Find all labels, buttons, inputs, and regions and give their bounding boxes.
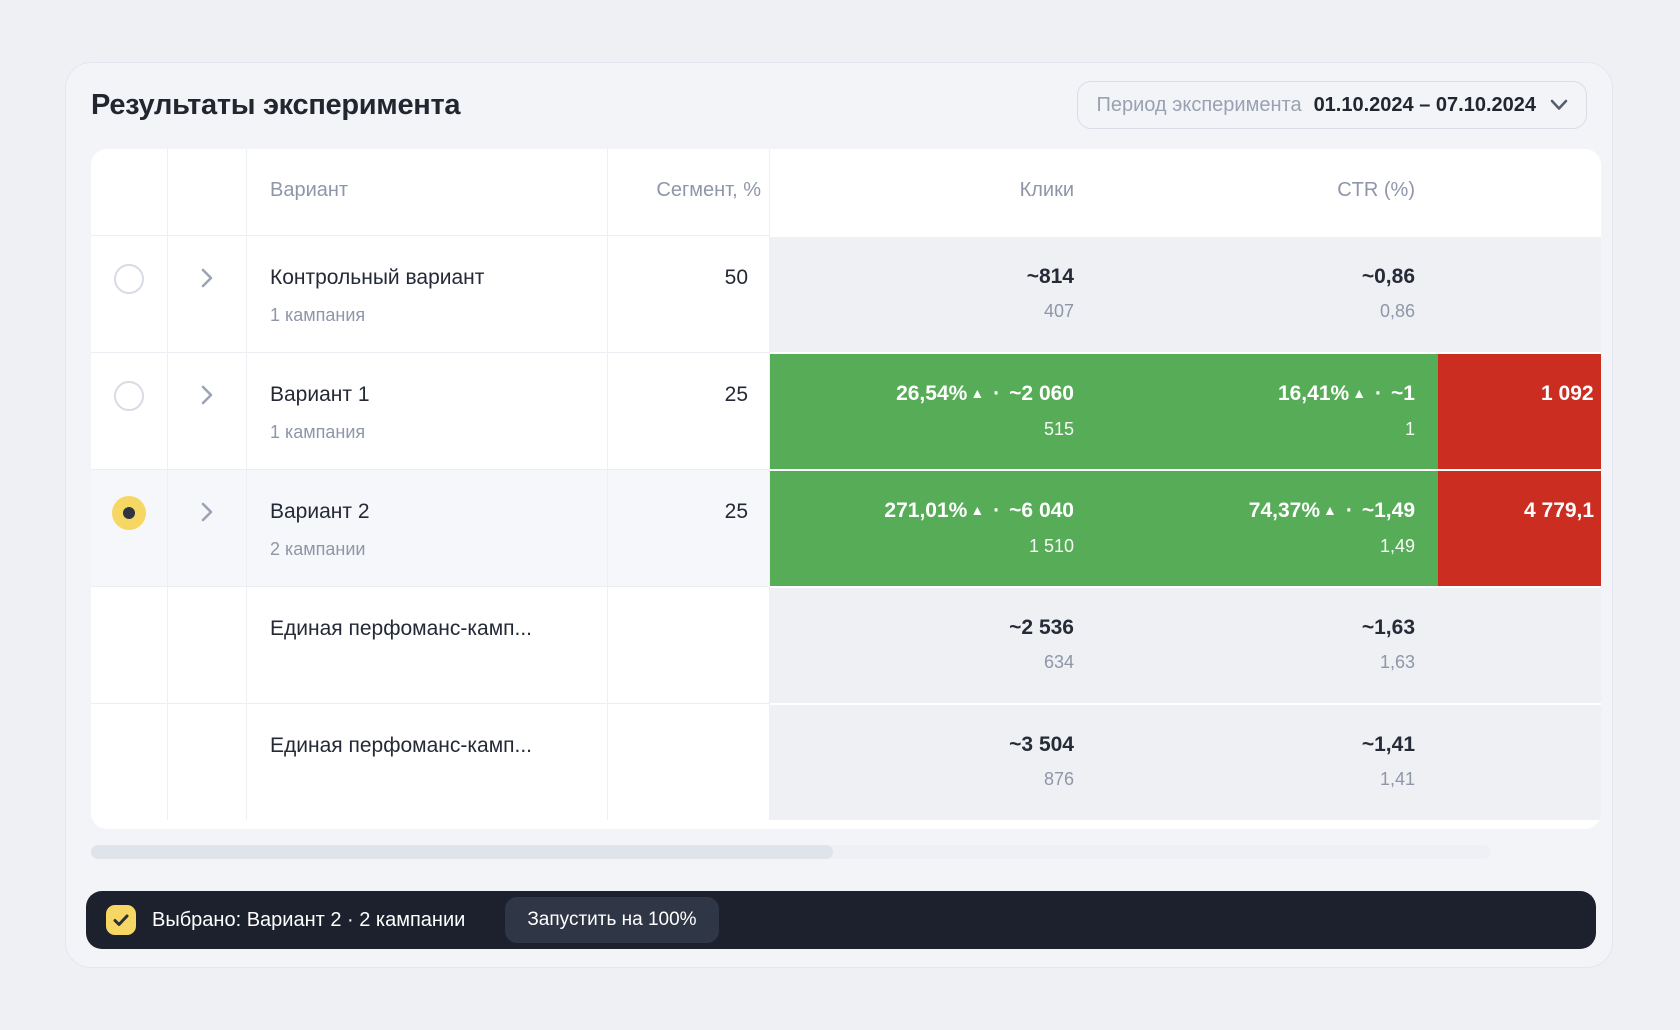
table-header-row: Вариант Сегмент, % Клики CTR (%) xyxy=(91,149,1601,235)
campaign-title: Единая перфоманс-камп... xyxy=(270,617,533,640)
radio-cell xyxy=(91,586,168,703)
dot-separator: · xyxy=(1375,382,1383,405)
cost-cell: 4 779,1 xyxy=(1438,469,1601,586)
radio-button[interactable] xyxy=(114,264,144,294)
variant-cell: Контрольный вариант 1 кампания xyxy=(247,235,608,352)
card-header: Результаты эксперимента Период экспериме… xyxy=(91,81,1587,129)
period-value: 01.10.2024 – 07.10.2024 xyxy=(1313,93,1536,116)
column-header-cost xyxy=(1438,149,1601,235)
delta-up-icon: ▲ xyxy=(1352,385,1367,401)
ctr-cell: ~1,41 1,41 xyxy=(1091,703,1438,820)
dot-separator: · xyxy=(993,499,1001,522)
dot-separator: · xyxy=(993,382,1001,405)
radio-cell xyxy=(91,469,168,586)
radio-button-selected[interactable] xyxy=(112,496,146,530)
segment-cell xyxy=(608,586,770,703)
dot-separator: · xyxy=(1345,499,1353,522)
table-row-campaign-1[interactable]: Единая перфоманс-камп... ~2 536 634 ~1,6… xyxy=(91,586,1601,703)
clicks-cell: 271,01% ▲ · ~6 040 1 510 xyxy=(770,469,1091,586)
table-row-campaign-2[interactable]: Единая перфоманс-камп... ~3 504 876 ~1,4… xyxy=(91,703,1601,820)
checkmark-icon xyxy=(113,914,129,926)
variant-subtitle: 1 кампания xyxy=(270,305,366,325)
table-row-control-variant[interactable]: Контрольный вариант 1 кампания 50 ~814 4… xyxy=(91,235,1601,352)
variant-title: Вариант 1 xyxy=(270,383,370,406)
period-selector[interactable]: Период эксперимента 01.10.2024 – 07.10.2… xyxy=(1077,81,1587,129)
expand-cell xyxy=(168,235,247,352)
clicks-cell: 26,54% ▲ · ~2 060 515 xyxy=(770,352,1091,469)
clicks-cell: ~814 407 xyxy=(770,235,1091,352)
launch-100-button[interactable]: Запустить на 100% xyxy=(505,897,719,943)
ctr-cell: ~0,86 0,86 xyxy=(1091,235,1438,352)
expand-cell xyxy=(168,703,247,820)
selected-checkbox[interactable] xyxy=(106,905,136,935)
expand-cell xyxy=(168,469,247,586)
results-table: Вариант Сегмент, % Клики CTR (%) Контр xyxy=(91,149,1601,829)
cost-cell xyxy=(1438,586,1601,703)
variant-title: Вариант 2 xyxy=(270,500,370,523)
column-header-segment: Сегмент, % xyxy=(608,149,770,235)
delta-up-icon: ▲ xyxy=(970,385,985,401)
segment-cell: 50 xyxy=(608,235,770,352)
period-label: Период эксперимента xyxy=(1096,93,1302,116)
radio-cell xyxy=(91,352,168,469)
segment-cell xyxy=(608,703,770,820)
selected-summary: Выбрано: Вариант 2 · 2 кампании xyxy=(152,908,466,931)
clicks-cell: ~2 536 634 xyxy=(770,586,1091,703)
delta-up-icon: ▲ xyxy=(1323,502,1337,518)
cost-cell: 1 092 xyxy=(1438,352,1601,469)
campaign-title: Единая перфоманс-камп... xyxy=(270,734,533,757)
cost-cell xyxy=(1438,703,1601,820)
header-expand-cell xyxy=(168,149,247,235)
header-radio-cell xyxy=(91,149,168,235)
segment-cell: 25 xyxy=(608,469,770,586)
variant-subtitle: 2 кампании xyxy=(270,539,366,559)
campaign-cell: Единая перфоманс-камп... xyxy=(247,703,608,820)
radio-cell xyxy=(91,235,168,352)
segment-cell: 25 xyxy=(608,352,770,469)
table-row-variant-2[interactable]: Вариант 2 2 кампании 25 271,01% ▲ · ~6 040 … xyxy=(91,469,1601,586)
expand-cell xyxy=(168,352,247,469)
ctr-cell: 16,41% ▲ · ~1 1 xyxy=(1091,352,1438,469)
column-header-clicks: Клики xyxy=(1019,178,1074,201)
selection-footer-bar: Выбрано: Вариант 2 · 2 кампании Запустит… xyxy=(86,891,1596,949)
cost-cell xyxy=(1438,235,1601,352)
variant-cell: Вариант 1 1 кампания xyxy=(247,352,608,469)
column-header-ctr: CTR (%) xyxy=(1337,178,1415,201)
horizontal-scrollbar-thumb[interactable] xyxy=(91,845,833,859)
column-header-variant: Вариант xyxy=(247,149,608,235)
ctr-cell: 74,37% ▲ · ~1,49 1,49 xyxy=(1091,469,1438,586)
page-title: Результаты эксперимента xyxy=(91,88,461,121)
experiment-results-card: Результаты эксперимента Период экспериме… xyxy=(65,62,1613,968)
ctr-cell: ~1,63 1,63 xyxy=(1091,586,1438,703)
expand-cell xyxy=(168,586,247,703)
variant-title: Контрольный вариант xyxy=(270,266,485,289)
variant-subtitle: 1 кампания xyxy=(270,422,366,442)
campaign-cell: Единая перфоманс-камп... xyxy=(247,586,608,703)
radio-button[interactable] xyxy=(114,381,144,411)
table-row-variant-1[interactable]: Вариант 1 1 кампания 25 26,54% ▲ · ~2 060 5… xyxy=(91,352,1601,469)
horizontal-scrollbar-track[interactable] xyxy=(91,845,1491,859)
chevron-right-icon[interactable] xyxy=(201,502,213,522)
variant-cell: Вариант 2 2 кампании xyxy=(247,469,608,586)
clicks-cell: ~3 504 876 xyxy=(770,703,1091,820)
chevron-down-icon xyxy=(1550,99,1568,110)
chevron-right-icon[interactable] xyxy=(201,268,213,288)
delta-up-icon: ▲ xyxy=(970,502,985,518)
chevron-right-icon[interactable] xyxy=(201,385,213,405)
radio-cell xyxy=(91,703,168,820)
